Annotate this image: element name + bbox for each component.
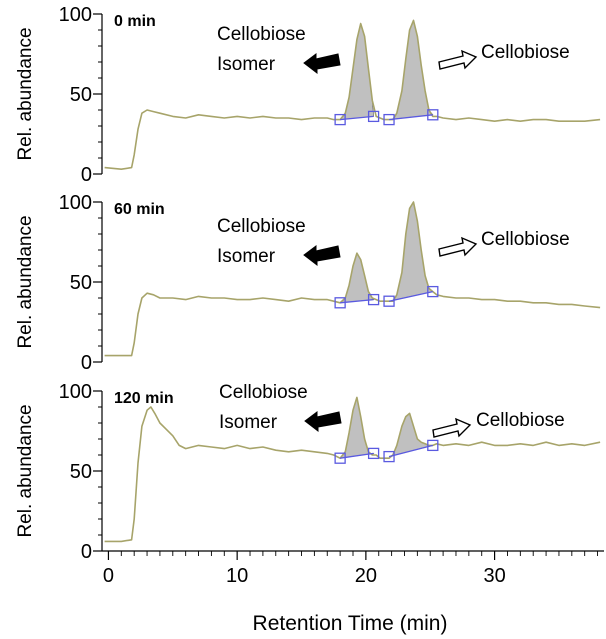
y-axis-title: Rel. abundance (15, 215, 36, 348)
chromatogram-trace (104, 19, 601, 170)
y-tick-label: 100 (59, 192, 92, 214)
left-solid-arrow-icon (303, 53, 341, 75)
baseline-marker (334, 113, 346, 126)
baseline-segment-cellobiose (388, 444, 433, 458)
panel-0: 0 50 100 Rel. abundance 0 min Cellobiose Isome… (15, 4, 601, 186)
right-outline-arrow-icon (438, 236, 478, 257)
left-solid-arrow-icon (304, 411, 342, 433)
y-tick-label: 50 (70, 272, 92, 294)
isomer-label-line1: Cellobiose (219, 382, 308, 403)
isomer-label-line2: Isomer (219, 412, 278, 433)
panel-2: 0 50 100 Rel. abundance 120 min Cellobiose Iso… (15, 381, 601, 563)
chromatogram-trace (104, 396, 601, 543)
x-axis-title: Retention Time (min) (253, 612, 448, 635)
y-tick-label: 100 (59, 381, 92, 403)
y-tick-label: 100 (59, 4, 92, 26)
y-tick-label: 0 (81, 164, 92, 186)
cellobiose-label: Cellobiose (481, 229, 570, 250)
chromatogram-trace (104, 201, 601, 357)
baseline-marker (367, 447, 380, 460)
x-tick-label: 10 (226, 565, 248, 587)
baseline-marker (427, 285, 439, 298)
panel-1: 0 50 100 Rel. abundance 60 min Cellobiose Isom… (15, 192, 601, 374)
cellobiose-label: Cellobiose (481, 42, 570, 63)
panel-time-label: 60 min (114, 201, 165, 218)
peak-area-cellobiose (388, 201, 434, 302)
y-tick-label: 50 (70, 461, 92, 483)
right-outline-arrow-icon (432, 417, 472, 438)
y-axis-title: Rel. abundance (15, 404, 36, 537)
isomer-label-line2: Isomer (217, 246, 276, 267)
y-tick-label: 50 (70, 84, 92, 106)
baseline-marker (334, 297, 346, 309)
baseline-marker (367, 293, 380, 306)
y-tick-label: 0 (81, 541, 92, 563)
peak-area-cellobiose (388, 19, 434, 120)
baseline-marker (383, 113, 395, 126)
baseline-segment-cellobiose (388, 290, 433, 302)
isomer-label-line2: Isomer (217, 54, 276, 75)
x-tick-label: 30 (483, 565, 505, 587)
panel-time-label: 0 min (114, 13, 156, 30)
baseline-segment-cellobiose (388, 114, 433, 121)
isomer-label-line1: Cellobiose (217, 24, 306, 45)
baseline-marker (427, 439, 439, 452)
panel-time-label: 120 min (114, 390, 174, 407)
right-outline-arrow-icon (438, 49, 478, 70)
y-tick-label: 0 (81, 352, 92, 374)
x-axis: 0 10 20 30 (102, 550, 604, 587)
baseline-marker (383, 295, 395, 307)
baseline-marker (334, 452, 346, 464)
x-tick-label: 0 (103, 565, 114, 587)
left-solid-arrow-icon (303, 245, 341, 267)
cellobiose-label: Cellobiose (476, 410, 565, 431)
baseline-marker (427, 109, 439, 121)
x-tick-label: 20 (355, 565, 377, 587)
baseline-marker (383, 450, 395, 463)
y-axis-title: Rel. abundance (15, 27, 36, 160)
baseline-marker (367, 110, 380, 123)
isomer-label-line1: Cellobiose (217, 216, 306, 237)
